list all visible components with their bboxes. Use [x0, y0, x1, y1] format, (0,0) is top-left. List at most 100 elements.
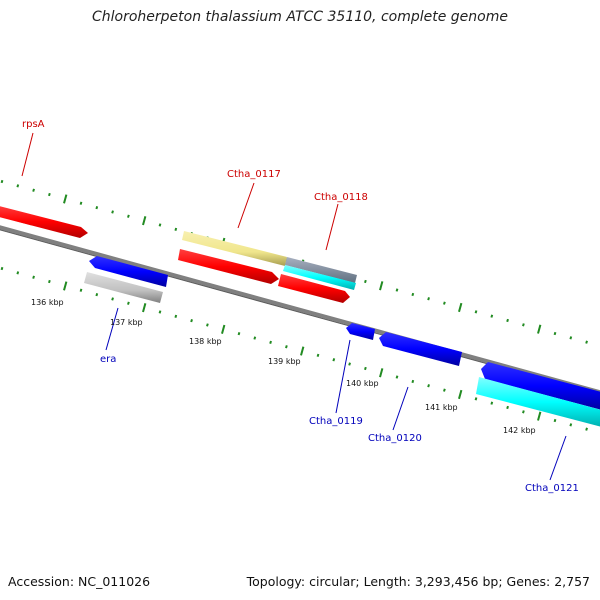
- gene-ctha_0121-blue[interactable]: [481, 362, 600, 410]
- outer-tick-24: [379, 281, 384, 291]
- inner-tick-20: [316, 353, 320, 357]
- label-ctha_0117: Ctha_0117: [227, 169, 281, 180]
- inner-tick-36: [569, 423, 573, 427]
- pointer-ctha_0121: [549, 435, 567, 481]
- genome-backbone: [0, 225, 600, 395]
- outer-tick-31: [490, 314, 494, 318]
- pointer-ctha_0118: [325, 203, 339, 251]
- outer-tick-10: [158, 223, 162, 227]
- outer-tick-30: [474, 310, 478, 314]
- label-rpsA: rpsA: [22, 119, 45, 130]
- label-ctha_0119: Ctha_0119: [309, 416, 363, 427]
- pointer-ctha_0119: [335, 339, 351, 414]
- inner-tick-27: [427, 384, 430, 388]
- genome-summary-text: Topology: circular; Length: 3,293,456 bp…: [246, 574, 590, 589]
- gene-reverse-1[interactable]: [89, 256, 168, 287]
- genome-title: Chloroherpeton thalassium ATCC 35110, co…: [92, 9, 508, 25]
- inner-tick-35: [553, 418, 557, 423]
- outer-tick-35: [553, 331, 557, 336]
- outer-tick-28: [443, 301, 446, 305]
- gene-ctha_0117-red[interactable]: [178, 249, 279, 284]
- label-era: era: [100, 354, 116, 365]
- inner-tick-18: [285, 345, 288, 349]
- outer-tick-27: [427, 297, 430, 301]
- inner-tick-8: [127, 301, 130, 305]
- inner-tick-11: [174, 314, 178, 318]
- inner-tick-22: [348, 362, 351, 366]
- gene-ctha_0118-cyan[interactable]: [283, 265, 356, 290]
- pointer-ctha_0120: [392, 386, 409, 431]
- outer-tick-7: [111, 210, 114, 214]
- outer-tick-29: [458, 302, 463, 313]
- inner-tick-28: [443, 388, 446, 392]
- tick-label-139: 139 kbp: [268, 357, 301, 366]
- label-ctha_0120: Ctha_0120: [368, 433, 422, 444]
- label-ctha_0121: Ctha_0121: [525, 483, 579, 494]
- inner-tick-15: [237, 332, 241, 336]
- gene-ctha_0117-khaki[interactable]: [182, 231, 287, 266]
- inner-tick-25: [395, 375, 399, 379]
- outer-tick-37: [585, 340, 588, 344]
- gene-ctha_0118-slate[interactable]: [285, 257, 357, 283]
- outer-tick-33: [522, 323, 525, 327]
- inner-tick-19: [300, 346, 305, 356]
- gene-ctha_0121-cyan[interactable]: [476, 377, 600, 427]
- outer-tick-36: [569, 336, 573, 340]
- inner-tick-13: [206, 323, 209, 327]
- inner-tick-row: [0, 266, 588, 431]
- inner-tick-33: [522, 410, 525, 414]
- pointer-era: [105, 307, 119, 351]
- gene-era-gray[interactable]: [84, 272, 163, 303]
- outer-tick-25: [395, 288, 399, 292]
- outer-tick-3: [48, 192, 51, 197]
- outer-tick-11: [174, 227, 178, 231]
- tick-label-142: 142 kbp: [503, 426, 536, 435]
- inner-tick-6: [95, 293, 99, 297]
- inner-tick-7: [111, 297, 114, 301]
- pointer-rpsA: [21, 132, 34, 177]
- inner-tick-29: [458, 389, 463, 400]
- gene-forward-left[interactable]: [0, 205, 88, 238]
- inner-tick-37: [585, 427, 588, 431]
- inner-tick-5: [79, 288, 83, 292]
- inner-tick-26: [411, 379, 415, 384]
- gene-ctha_0118-red[interactable]: [278, 274, 350, 303]
- inner-tick-16: [253, 336, 257, 340]
- outer-tick-5: [79, 201, 83, 205]
- inner-tick-34: [537, 411, 542, 421]
- tick-label-141: 141 kbp: [425, 403, 458, 412]
- inner-tick-14: [221, 324, 226, 334]
- outer-tick-34: [537, 324, 542, 334]
- label-ctha_0118: Ctha_0118: [314, 192, 368, 203]
- inner-tick-2: [32, 275, 35, 279]
- inner-tick-31: [490, 401, 494, 405]
- inner-tick-12: [190, 319, 193, 323]
- outer-tick-1: [16, 184, 20, 188]
- inner-tick-21: [332, 358, 336, 362]
- tick-label-137: 137 kbp: [110, 318, 143, 327]
- outer-tick-6: [95, 206, 99, 210]
- inner-tick-0: [0, 266, 4, 271]
- accession-text: Accession: NC_011026: [8, 574, 151, 589]
- tick-label-140: 140 kbp: [346, 379, 379, 388]
- inner-tick-30: [474, 397, 478, 401]
- gene-ctha_0120[interactable]: [379, 332, 462, 366]
- tick-label-136: 136 kbp: [31, 298, 64, 307]
- inner-tick-9: [142, 303, 147, 313]
- outer-tick-4: [63, 194, 68, 204]
- gene-ctha_0119[interactable]: [346, 323, 375, 340]
- outer-tick-26: [411, 292, 415, 297]
- inner-tick-1: [16, 271, 20, 275]
- pointer-ctha_0117: [237, 182, 255, 229]
- outer-tick-32: [506, 318, 509, 323]
- inner-tick-24: [379, 368, 384, 378]
- outer-tick-2: [32, 188, 35, 192]
- outer-tick-9: [142, 216, 147, 226]
- inner-tick-4: [63, 281, 68, 291]
- outer-tick-23: [364, 279, 367, 284]
- inner-tick-17: [269, 340, 272, 344]
- inner-tick-10: [158, 310, 162, 314]
- tick-label-138: 138 kbp: [189, 337, 222, 346]
